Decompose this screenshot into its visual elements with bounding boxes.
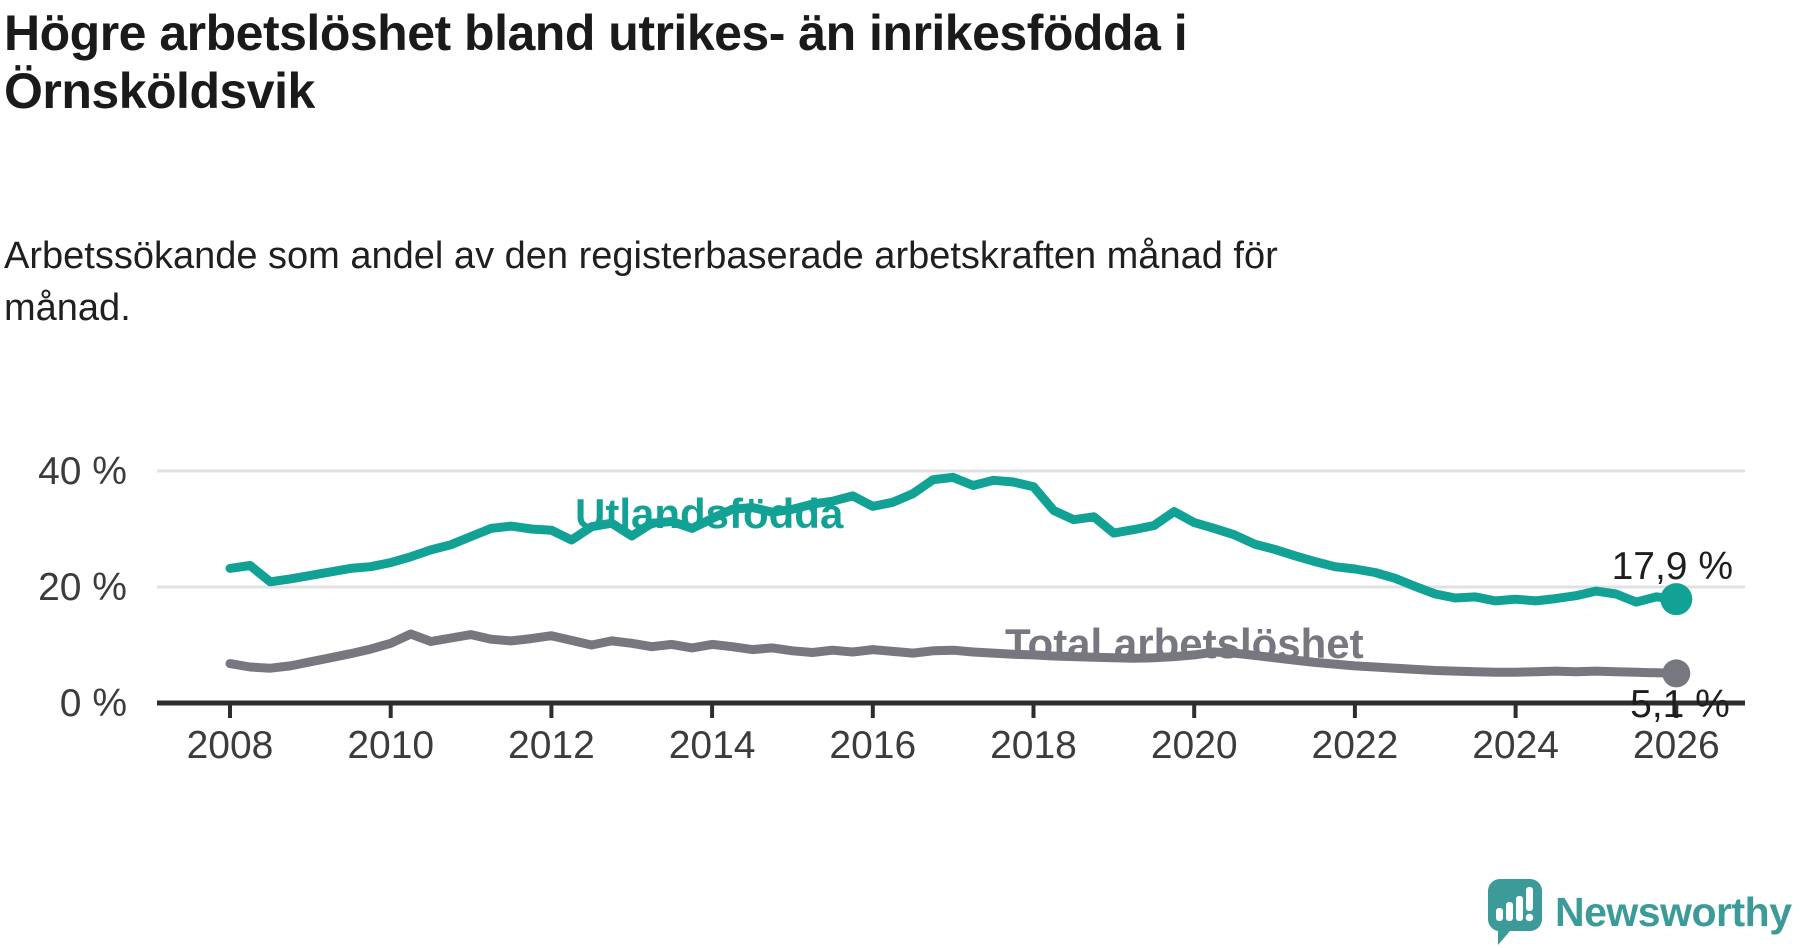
speech-bubble-bar-chart-icon [1488,879,1542,945]
line-utlandsfodda [225,472,1681,607]
x-tick-label-2012: 2012 [508,724,595,767]
series-label-utlandsfodda: Utlandsfödda [575,490,844,537]
page-title: Högre arbetslöshet bland utrikes- än inr… [4,4,1564,120]
title-line-1: Högre arbetslöshet bland utrikes- än inr… [4,5,1188,61]
end-value-label-utlandsfodda: 17,9 % [1612,545,1733,588]
x-tick-label-2016: 2016 [829,724,916,767]
end-value-label-total: 5,1 % [1630,683,1730,726]
y-tick-label-40: 40 % [38,450,127,493]
page-subtitle: Arbetssökande som andel av den registerb… [4,230,1564,335]
x-tick-label-2024: 2024 [1472,724,1559,767]
x-axis-labels: 2008 2010 2012 2014 2016 2018 2020 2022 2024 2026 [187,724,1720,767]
end-dot-total [1662,659,1691,688]
x-tick-label-2026: 2026 [1633,724,1720,767]
line-total [225,629,1681,678]
x-axis [157,700,1745,718]
x-tick-label-2010: 2010 [347,724,434,767]
x-tick-label-2022: 2022 [1312,724,1399,767]
series-label-total: Total arbetslöshet [1005,620,1364,667]
subtitle-line-1: Arbetssökande som andel av den registerb… [4,235,1278,277]
x-tick-label-2018: 2018 [990,724,1077,767]
subtitle-line-2: månad. [4,287,131,330]
y-tick-label-0: 0 % [60,682,127,725]
end-dot-utlandsfodda [1660,583,1693,616]
x-tick-label-2014: 2014 [669,724,756,767]
series-lines [225,472,1693,688]
newsworthy-wordmark: Newsworthy [1555,888,1792,935]
x-tick-label-2008: 2008 [187,724,274,767]
y-tick-label-20: 20 % [38,566,127,609]
gridlines [157,469,1745,589]
newsworthy-logo: Newsworthy [1488,879,1792,945]
y-axis-labels: 0 % 20 % 40 % [38,450,127,725]
title-line-2: Örnsköldsvik [4,63,315,119]
x-tick-label-2020: 2020 [1151,724,1238,767]
